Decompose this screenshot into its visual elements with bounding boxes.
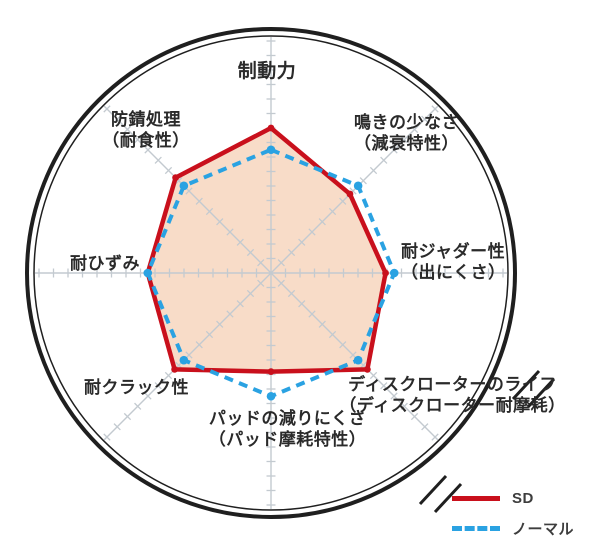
axis-label-rotor-life-line2: （ディスクローター耐摩耗） — [339, 396, 566, 415]
axis-label-rust-prevention-line1: 防錆処理 — [111, 110, 181, 129]
axis-label-pad-wear-line1: パッドの減りにくさ — [208, 409, 367, 428]
axis-label-judder-resistance-line2: （出にくさ） — [401, 263, 506, 282]
axis-label-crack-resistance: 耐クラック性 — [84, 377, 224, 398]
axis-label-low-squeal-line1: 鳴きの少なさ — [354, 113, 459, 132]
legend-item-sd: SD — [452, 490, 534, 507]
axis-label-judder-resistance: 耐ジャダー性 （出にくさ） — [401, 241, 581, 283]
axis-label-pad-wear-line2: （パッド摩耗特性） — [208, 430, 367, 449]
legend-swatch-sd-icon — [452, 496, 500, 501]
axis-label-crack-resistance-line1: 耐クラック性 — [84, 378, 189, 397]
axis-label-pad-wear: パッドの減りにくさ （パッド摩耗特性） — [190, 408, 385, 450]
axis-label-low-squeal-line2: （減衰特性） — [354, 134, 459, 153]
axis-label-strain-resistance: 耐ひずみ — [55, 253, 140, 274]
legend-label-normal: ノーマル — [512, 521, 575, 538]
axis-label-low-squeal: 鳴きの少なさ （減衰特性） — [354, 112, 534, 154]
axis-label-judder-resistance-line1: 耐ジャダー性 — [401, 242, 506, 261]
axis-label-rotor-life-line1: ディスクローターのライフ — [348, 375, 557, 394]
legend-label-sd: SD — [512, 490, 534, 507]
axis-label-rust-prevention-line2: （耐食性） — [102, 131, 190, 150]
axis-label-rotor-life: ディスクローターのライフ （ディスクローター耐摩耗） — [330, 374, 575, 416]
axis-label-braking-power-line1: 制動力 — [237, 61, 297, 82]
axis-label-strain-resistance-line1: 耐ひずみ — [70, 254, 140, 273]
legend-swatch-normal-icon — [452, 526, 500, 531]
legend-item-normal: ノーマル — [452, 518, 574, 539]
axis-label-rust-prevention: 防錆処理 （耐食性） — [71, 109, 221, 151]
axis-label-braking-power: 制動力 — [192, 61, 342, 82]
